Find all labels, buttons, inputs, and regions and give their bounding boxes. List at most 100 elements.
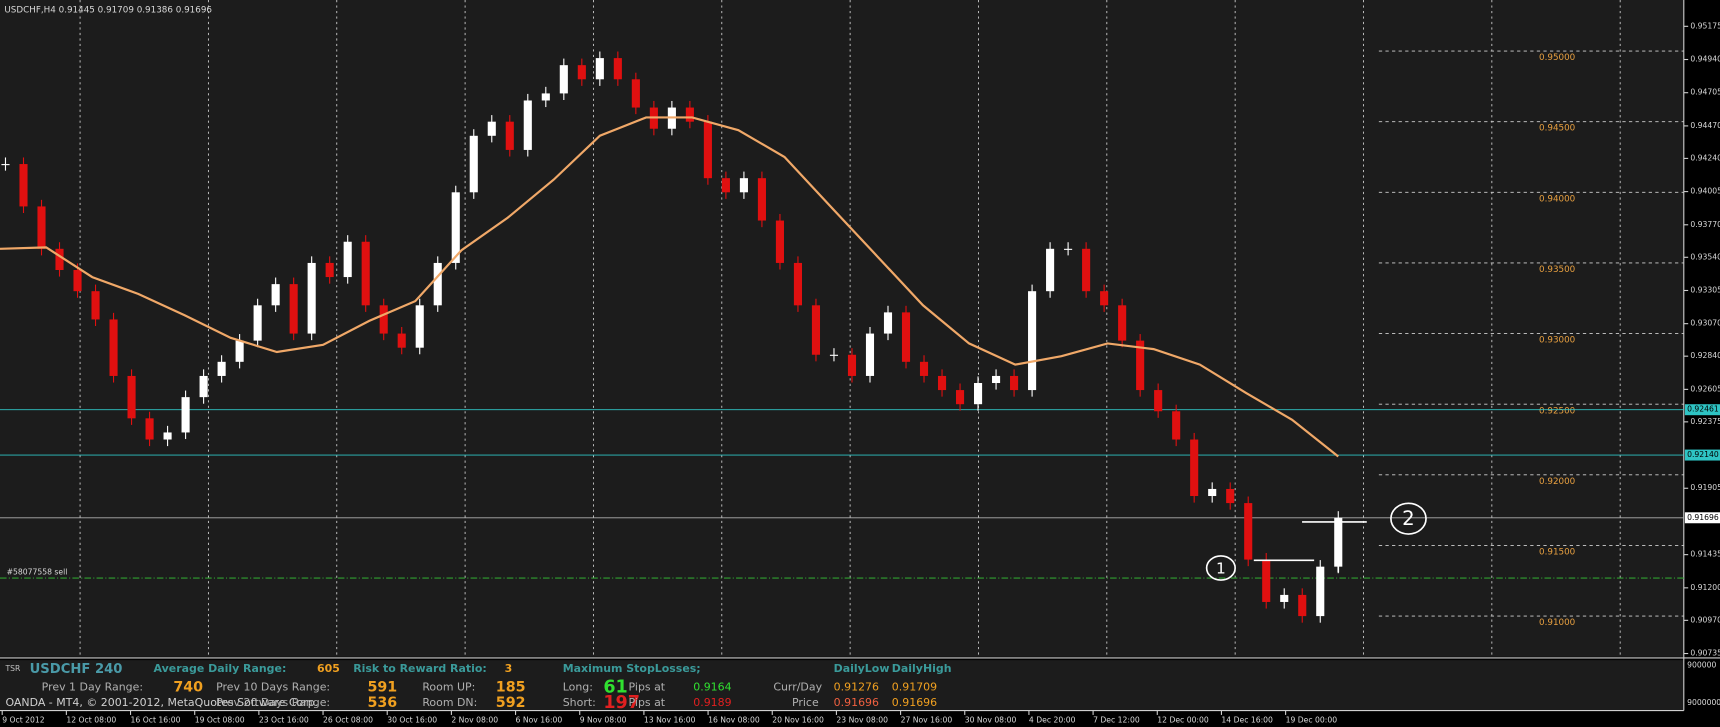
panel-text: Curr/Day xyxy=(773,681,822,694)
candle-body xyxy=(1136,340,1145,391)
candle-body xyxy=(631,79,640,108)
panel-text: 185 xyxy=(496,680,526,696)
drawn-circle xyxy=(1205,555,1236,581)
candle-body xyxy=(91,291,100,320)
candle-body xyxy=(937,375,947,391)
price-label: 0.92140 xyxy=(1687,450,1719,459)
candle-body xyxy=(595,58,604,80)
panel-text: Prev 10 Days Range: xyxy=(216,681,330,694)
annotation-drawings xyxy=(1205,502,1427,581)
level-label: 0.91000 xyxy=(1539,618,1575,628)
time-label: 7 Dec 12:00 xyxy=(1093,715,1140,724)
panel-text: 0.9189 xyxy=(693,696,731,709)
candle-body xyxy=(992,375,1001,384)
panel-text: 0.91696 xyxy=(892,696,937,709)
candle-body xyxy=(829,354,839,356)
candle-body xyxy=(451,192,460,263)
candle-body xyxy=(721,178,730,193)
candle-body xyxy=(181,397,190,433)
price-tick-label: 0.90970 xyxy=(1690,615,1720,624)
candle-body xyxy=(505,121,514,150)
candle-body xyxy=(1280,594,1289,602)
candle-body xyxy=(739,178,748,193)
panel-text: 0.91696 xyxy=(834,696,879,709)
candle-body xyxy=(901,312,911,362)
panel-axis-label: 900000 xyxy=(1687,661,1716,670)
price-label-box xyxy=(1684,512,1720,524)
time-label: 27 Nov 16:00 xyxy=(901,715,953,724)
level-label: 0.92000 xyxy=(1539,477,1575,487)
panel-text: 536 xyxy=(367,695,397,711)
price-label: 0.92461 xyxy=(1687,405,1719,414)
candle-body xyxy=(1118,305,1127,341)
time-label: 30 Oct 16:00 xyxy=(387,715,437,724)
candle-body xyxy=(217,361,226,376)
drawn-circle xyxy=(1390,502,1427,535)
panel-text: 197 xyxy=(603,693,640,713)
candle-body xyxy=(577,65,586,80)
candle-body xyxy=(793,262,803,306)
level-label: 0.91500 xyxy=(1539,548,1575,558)
candle-body xyxy=(487,121,496,136)
level-label: 0.94500 xyxy=(1539,124,1575,134)
time-label: 13 Nov 16:00 xyxy=(644,715,696,724)
price-label-box xyxy=(1684,449,1720,461)
time-label: 16 Nov 08:00 xyxy=(708,715,760,724)
candle-body xyxy=(847,354,857,376)
price-tick-label: 0.93540 xyxy=(1690,252,1720,261)
panel-text: Prev 1 Day Range: xyxy=(42,681,143,694)
panel-text: 0.9164 xyxy=(693,681,731,694)
candle-body xyxy=(361,241,370,306)
candle-body xyxy=(1028,291,1037,391)
candle-body xyxy=(703,121,712,179)
candle-body xyxy=(289,284,298,334)
candle-body xyxy=(1208,488,1217,497)
price-tick-label: 0.94705 xyxy=(1690,88,1720,97)
time-label: 4 Dec 20:00 xyxy=(1029,715,1076,724)
time-label: 19 Dec 00:00 xyxy=(1286,715,1338,724)
price-tick-label: 0.93305 xyxy=(1690,285,1720,294)
candle-body xyxy=(1100,291,1109,306)
candle-body xyxy=(955,390,965,405)
price-tick-label: 0.94240 xyxy=(1690,153,1720,162)
candle-body xyxy=(379,305,388,334)
panel-text: 0.91709 xyxy=(892,681,937,694)
candle-body xyxy=(1316,566,1325,617)
candle-body xyxy=(253,305,262,341)
candle-body xyxy=(865,333,875,376)
time-label: 6 Nov 16:00 xyxy=(516,715,563,724)
price-tick-label: 0.92605 xyxy=(1690,384,1720,393)
candle-body xyxy=(37,206,46,249)
candle-body xyxy=(325,262,334,278)
candle-body xyxy=(1082,248,1091,292)
candle-body xyxy=(1298,594,1307,617)
candle-body xyxy=(307,262,316,334)
annotation-label: 2 xyxy=(1402,507,1415,530)
candle-body xyxy=(199,375,208,398)
panel-text: Room DN: xyxy=(422,696,477,709)
price-label: 0.91696 xyxy=(1687,513,1719,522)
candle-body xyxy=(1226,488,1235,504)
panel-text: 61 xyxy=(603,678,627,698)
price-tick-label: 0.91435 xyxy=(1690,550,1720,559)
panel-text: 592 xyxy=(496,695,526,711)
candle-body xyxy=(1064,248,1073,250)
candle-body xyxy=(397,333,406,348)
panel-text: Pips at xyxy=(629,696,666,709)
panel-text: DailyHigh xyxy=(892,662,952,675)
candle-body xyxy=(469,135,478,193)
price-tick-label: 0.94940 xyxy=(1690,55,1720,64)
price-pane xyxy=(0,0,1684,657)
order-label: #58077558 sell xyxy=(7,568,68,577)
price-tick-label: 0.95175 xyxy=(1690,21,1720,30)
symbol-header: USDCHF,H4 0.91445 0.91709 0.91386 0.9169… xyxy=(4,5,212,15)
candle-body xyxy=(73,269,82,292)
candle-body xyxy=(343,241,352,278)
price-tick-label: 0.92375 xyxy=(1690,417,1720,426)
time-label: 12 Oct 08:00 xyxy=(66,715,116,724)
candle-body xyxy=(19,164,28,207)
time-label: 23 Nov 08:00 xyxy=(836,715,888,724)
moving-average xyxy=(0,116,1339,458)
